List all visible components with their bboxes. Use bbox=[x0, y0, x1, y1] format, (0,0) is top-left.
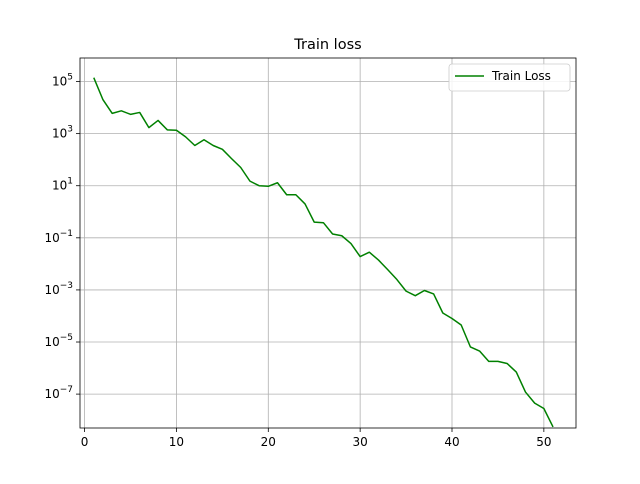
plot-frame bbox=[79, 57, 577, 429]
x-tick-label: 40 bbox=[444, 435, 459, 449]
y-tick-label: 103 bbox=[52, 125, 73, 141]
y-tick-label: 10−7 bbox=[44, 385, 73, 401]
x-tick-label: 10 bbox=[169, 435, 184, 449]
chart-title: Train loss bbox=[293, 37, 361, 53]
y-tick-label: 10−3 bbox=[44, 281, 73, 297]
y-tick-label: 10−1 bbox=[44, 229, 73, 245]
x-tick-label: 30 bbox=[353, 435, 368, 449]
train-loss-line bbox=[93, 77, 554, 428]
x-tick-label: 50 bbox=[536, 435, 551, 449]
legend-label: Train Loss bbox=[491, 69, 551, 83]
y-tick-label: 101 bbox=[52, 177, 73, 193]
legend: Train Loss bbox=[448, 63, 571, 92]
x-tick-label: 20 bbox=[261, 435, 276, 449]
x-tick-label: 0 bbox=[81, 435, 89, 449]
y-tick-label: 105 bbox=[52, 73, 73, 89]
legend-box bbox=[448, 63, 571, 92]
y-tick-label: 10−5 bbox=[44, 333, 73, 349]
grid-lines bbox=[80, 58, 576, 428]
axis-ticks: 0 10 20 30 40 50 105 103 101 10−1 10−3 10−5 10−7 bbox=[44, 73, 551, 449]
